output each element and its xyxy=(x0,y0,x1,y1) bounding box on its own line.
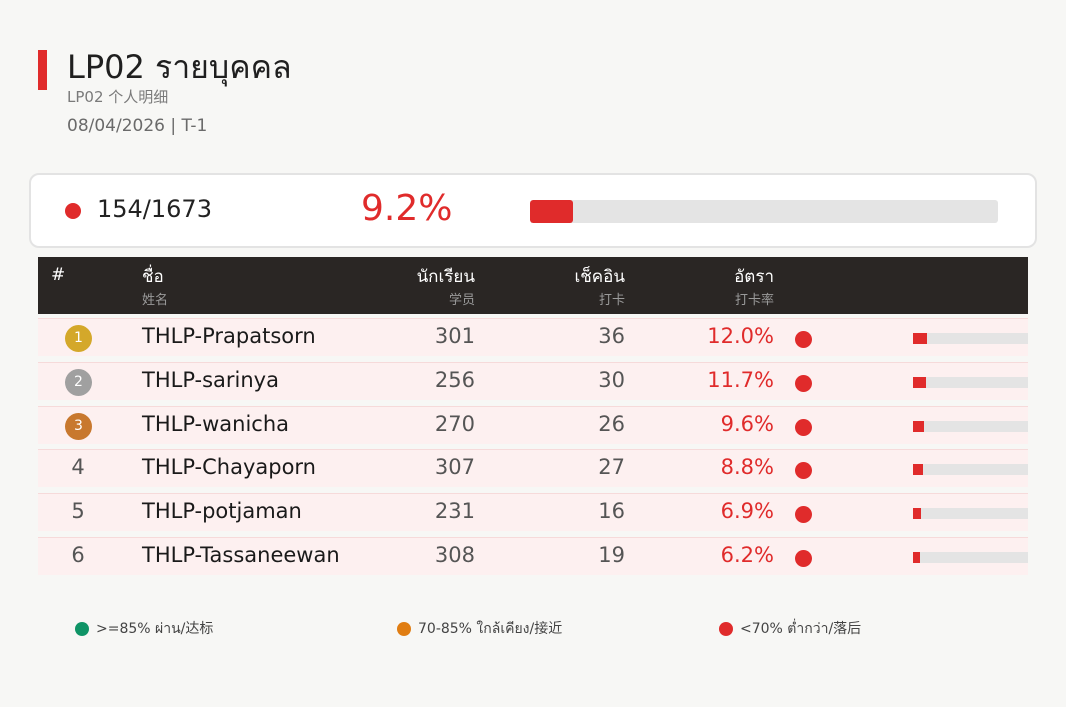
rate-bar xyxy=(913,333,1028,344)
table-row: 6 THLP-Tassaneewan 308 19 6.2% xyxy=(38,537,1028,575)
checkin-rate: 6.2% xyxy=(720,543,774,567)
rate-bar-fill xyxy=(913,377,927,388)
table-row: 5 THLP-potjaman 231 16 6.9% xyxy=(38,493,1028,531)
legend-label: 70-85% ใกล้เคียง/接近 xyxy=(418,621,563,637)
col-rate-sub: 打卡率 xyxy=(734,293,774,308)
students-count: 308 xyxy=(434,543,475,567)
rate-bar xyxy=(913,508,1028,519)
legend-dot xyxy=(719,622,733,636)
rank-number: 5 xyxy=(71,499,85,523)
rank-medal-silver: 2 xyxy=(65,369,92,396)
summary-progress-bar xyxy=(530,200,998,223)
status-dot xyxy=(795,419,812,436)
col-name-sub: 姓名 xyxy=(142,293,169,308)
checkin-count: 27 xyxy=(598,455,625,479)
checkin-count: 19 xyxy=(598,543,625,567)
rank-medal-bronze: 3 xyxy=(65,413,92,440)
status-dot xyxy=(795,331,812,348)
rate-bar-fill xyxy=(913,508,921,519)
summary-status-dot xyxy=(65,203,81,219)
person-name: THLP-Tassaneewan xyxy=(142,543,340,567)
legend-label: <70% ต่ำกว่า/落后 xyxy=(740,621,862,637)
legend-label: >=85% ผ่าน/达标 xyxy=(96,621,214,637)
rank-number: 6 xyxy=(71,543,85,567)
students-count: 256 xyxy=(434,368,475,392)
rate-bar-fill xyxy=(913,421,925,432)
summary-percent: 9.2% xyxy=(361,188,453,229)
person-name: THLP-sarinya xyxy=(142,368,279,392)
status-dot xyxy=(795,550,812,567)
legend-item: <70% ต่ำกว่า/落后 xyxy=(719,618,861,640)
checkin-count: 30 xyxy=(598,368,625,392)
col-checkin: เช็คอิน xyxy=(574,267,625,287)
summary-count: 154/1673 xyxy=(97,195,212,223)
person-name: THLP-potjaman xyxy=(142,499,302,523)
rate-bar-fill xyxy=(913,464,924,475)
rank-number: 4 xyxy=(71,455,85,479)
checkin-rate: 12.0% xyxy=(707,324,774,348)
legend-dot xyxy=(75,622,89,636)
page-subtitle: LP02 个人明细 xyxy=(67,88,169,106)
col-rank: # xyxy=(51,265,66,285)
person-name: THLP-wanicha xyxy=(142,412,290,436)
legend-dot xyxy=(397,622,411,636)
col-rate: อัตรา xyxy=(734,267,774,287)
date-period: 08/04/2026 | T-1 xyxy=(67,116,208,136)
checkin-rate: 9.6% xyxy=(720,412,774,436)
legend-item: 70-85% ใกล้เคียง/接近 xyxy=(397,618,562,640)
page-title: LP02 รายบุคคล xyxy=(67,48,292,86)
person-name: THLP-Prapatsorn xyxy=(142,324,316,348)
summary-card: 154/1673 9.2% xyxy=(29,173,1037,248)
person-name: THLP-Chayaporn xyxy=(142,455,316,479)
legend-item: >=85% ผ่าน/达标 xyxy=(75,618,213,640)
checkin-rate: 11.7% xyxy=(707,368,774,392)
title-accent-bar xyxy=(38,50,47,90)
table-row: 3 THLP-wanicha 270 26 9.6% xyxy=(38,406,1028,444)
col-students: นักเรียน xyxy=(416,267,475,287)
rank-medal-gold: 1 xyxy=(65,325,92,352)
col-checkin-sub: 打卡 xyxy=(598,293,625,308)
checkin-count: 26 xyxy=(598,412,625,436)
rate-bar xyxy=(913,464,1028,475)
table-row: 1 THLP-Prapatsorn 301 36 12.0% xyxy=(38,318,1028,356)
checkin-count: 36 xyxy=(598,324,625,348)
status-dot xyxy=(795,375,812,392)
students-count: 301 xyxy=(434,324,475,348)
table-header: # ชื่อ 姓名 นักเรียน 学员 เช็คอิน 打卡 อัตรา 打… xyxy=(38,257,1028,314)
students-count: 307 xyxy=(434,455,475,479)
col-name: ชื่อ xyxy=(142,267,164,287)
students-count: 270 xyxy=(434,412,475,436)
table-row: 4 THLP-Chayaporn 307 27 8.8% xyxy=(38,449,1028,487)
col-students-sub: 学员 xyxy=(448,293,475,308)
rate-bar-fill xyxy=(913,552,921,563)
status-dot xyxy=(795,506,812,523)
checkin-count: 16 xyxy=(598,499,625,523)
students-count: 231 xyxy=(434,499,475,523)
checkin-rate: 8.8% xyxy=(720,455,774,479)
status-dot xyxy=(795,462,812,479)
summary-progress-fill xyxy=(530,200,574,223)
checkin-rate: 6.9% xyxy=(720,499,774,523)
table-row: 2 THLP-sarinya 256 30 11.7% xyxy=(38,362,1028,400)
rate-bar xyxy=(913,552,1028,563)
rate-bar-fill xyxy=(913,333,927,344)
rate-bar xyxy=(913,421,1028,432)
rate-bar xyxy=(913,377,1028,388)
